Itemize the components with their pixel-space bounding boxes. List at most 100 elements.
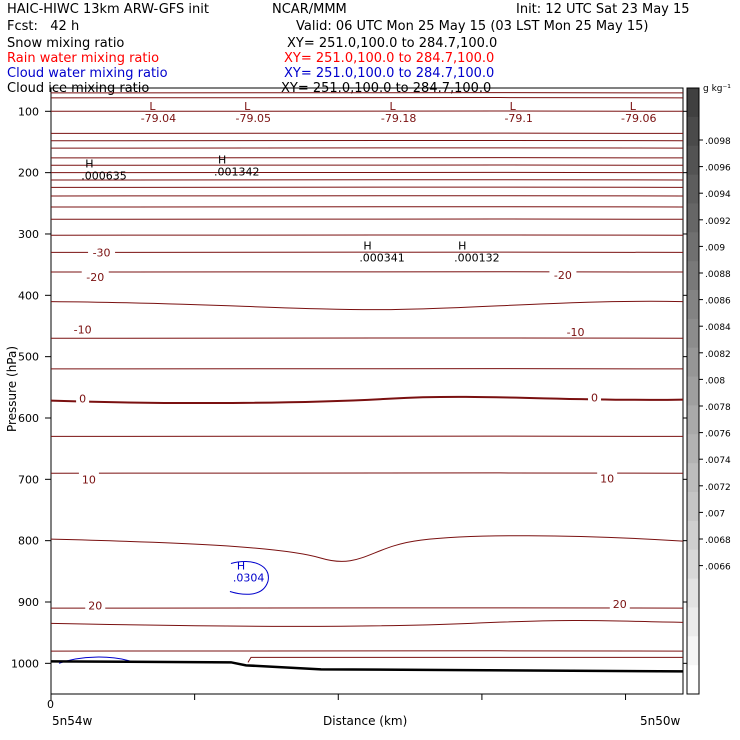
temperature-contour — [50, 92, 684, 94]
temperature-contour — [50, 368, 684, 370]
temperature-contour — [50, 472, 684, 474]
high-marker: H — [237, 559, 245, 572]
colorbar-label: .0086 — [705, 297, 731, 307]
temperature-contour — [50, 234, 684, 236]
low-value: -79.18 — [381, 112, 416, 125]
colorbar-label: .0092 — [705, 217, 731, 227]
low-value: -79.06 — [621, 112, 656, 125]
temperature-label: -30 — [93, 246, 111, 259]
temperature-contour — [50, 206, 684, 208]
colorbar-cell — [687, 116, 699, 147]
temperature-contour — [50, 139, 684, 142]
high-value: .000132 — [454, 251, 500, 264]
colorbar-cell — [687, 665, 699, 695]
cloud-water-contour — [229, 560, 269, 595]
field-rain-name: Rain water mixing ratio — [7, 51, 160, 66]
temperature-label: -10 — [567, 326, 585, 339]
field-cloudwater-name: Cloud water mixing ratio — [7, 66, 168, 81]
colorbar-label: .0074 — [705, 456, 731, 466]
temperature-label: 10 — [82, 473, 96, 486]
label-mask — [549, 268, 577, 281]
colorbar-frame — [686, 87, 700, 695]
low-marker: L — [510, 100, 517, 113]
high-value: .0304 — [233, 571, 264, 584]
colorbar-label: .0096 — [705, 164, 731, 174]
colorbar-cell — [687, 232, 699, 262]
colorbar-label: .0082 — [705, 350, 731, 360]
colorbar-label: .0088 — [705, 270, 731, 280]
colorbar-label: .0078 — [705, 403, 731, 413]
forecast-hour: Fcst: 42 h — [7, 19, 80, 34]
colorbar-cell — [687, 88, 699, 118]
colorbar-label: .0098 — [705, 137, 731, 147]
label-mask — [588, 390, 602, 403]
temperature-label: -20 — [554, 269, 572, 282]
colorbar-label: .009 — [705, 243, 725, 253]
low-marker: L — [390, 100, 397, 113]
temperature-contour — [50, 271, 684, 273]
label-mask — [78, 472, 99, 485]
low-marker: L — [149, 100, 156, 113]
colorbar-cell — [687, 203, 699, 233]
y-tick-label: 700 — [18, 473, 39, 486]
colorbar-cell — [687, 290, 699, 320]
colorbar-label: .0076 — [705, 430, 731, 440]
colorbar-cell — [687, 434, 699, 464]
colorbar-cell — [687, 318, 699, 349]
temperature-label: 10 — [600, 473, 614, 486]
temperature-contour — [50, 337, 684, 340]
colorbar-label: .0094 — [705, 190, 731, 200]
x-end-label: 5n50w — [640, 714, 681, 728]
label-mask — [597, 471, 618, 484]
temperature-contour — [50, 157, 684, 159]
init-time: Init: 12 UTC Sat 23 May 15 — [516, 2, 690, 17]
temperature-label: -10 — [74, 324, 92, 337]
temperature-label: 20 — [613, 598, 627, 611]
high-marker: H — [458, 239, 466, 252]
valid-time: Valid: 06 UTC Mon 25 May 15 (03 LST Mon … — [296, 19, 649, 34]
colorbar-label: .0084 — [705, 323, 731, 333]
temperature-label: 0 — [79, 392, 86, 405]
label-mask — [85, 598, 106, 611]
temperature-contour — [50, 300, 684, 311]
plot-frame — [50, 87, 684, 695]
label-mask — [609, 596, 630, 609]
terrain-line — [50, 660, 684, 673]
y-tick-label: 1000 — [11, 657, 39, 670]
y-tick-label: 100 — [18, 105, 39, 118]
high-marker: H — [363, 239, 371, 252]
temperature-label: -20 — [86, 271, 104, 284]
center-label: NCAR/MMM — [272, 2, 347, 17]
x-start-label: 5n54w — [52, 714, 93, 728]
colorbar-cell — [687, 636, 699, 666]
high-value: .001342 — [214, 165, 260, 178]
colorbar-cell — [687, 549, 699, 580]
colorbar-cell — [687, 174, 699, 204]
low-value: -79.1 — [504, 112, 532, 125]
colorbar-cell — [687, 405, 699, 435]
low-value: -79.05 — [236, 112, 271, 125]
colorbar-label: .007 — [705, 509, 725, 519]
colorbar-cell — [687, 520, 699, 551]
temperature-label: 0 — [591, 392, 598, 405]
temperature-contour — [50, 179, 684, 181]
colorbar-label: .0066 — [705, 563, 731, 573]
colorbar-cell — [687, 463, 699, 493]
x-origin-label: 0 — [47, 698, 54, 711]
high-marker: H — [218, 153, 226, 166]
colorbar-label: .0072 — [705, 483, 731, 493]
temperature-contour — [50, 164, 684, 167]
temperature-contour — [50, 535, 684, 562]
colorbar-label: .0068 — [705, 536, 731, 546]
temperature-contour — [50, 620, 684, 627]
temperature-contour — [50, 147, 684, 149]
y-tick-label: 900 — [18, 596, 39, 609]
model-title: HAIC-HIWC 13km ARW-GFS init — [7, 2, 209, 17]
temperature-contour — [247, 656, 683, 663]
field-rain-xy: XY= 251.0,100.0 to 284.7,100.0 — [284, 51, 495, 66]
temperature-label: 20 — [88, 600, 102, 613]
temperature-contour — [50, 195, 684, 197]
temperature-contour — [50, 97, 684, 99]
colorbar-cell — [687, 145, 699, 176]
y-tick-label: 800 — [18, 535, 39, 548]
